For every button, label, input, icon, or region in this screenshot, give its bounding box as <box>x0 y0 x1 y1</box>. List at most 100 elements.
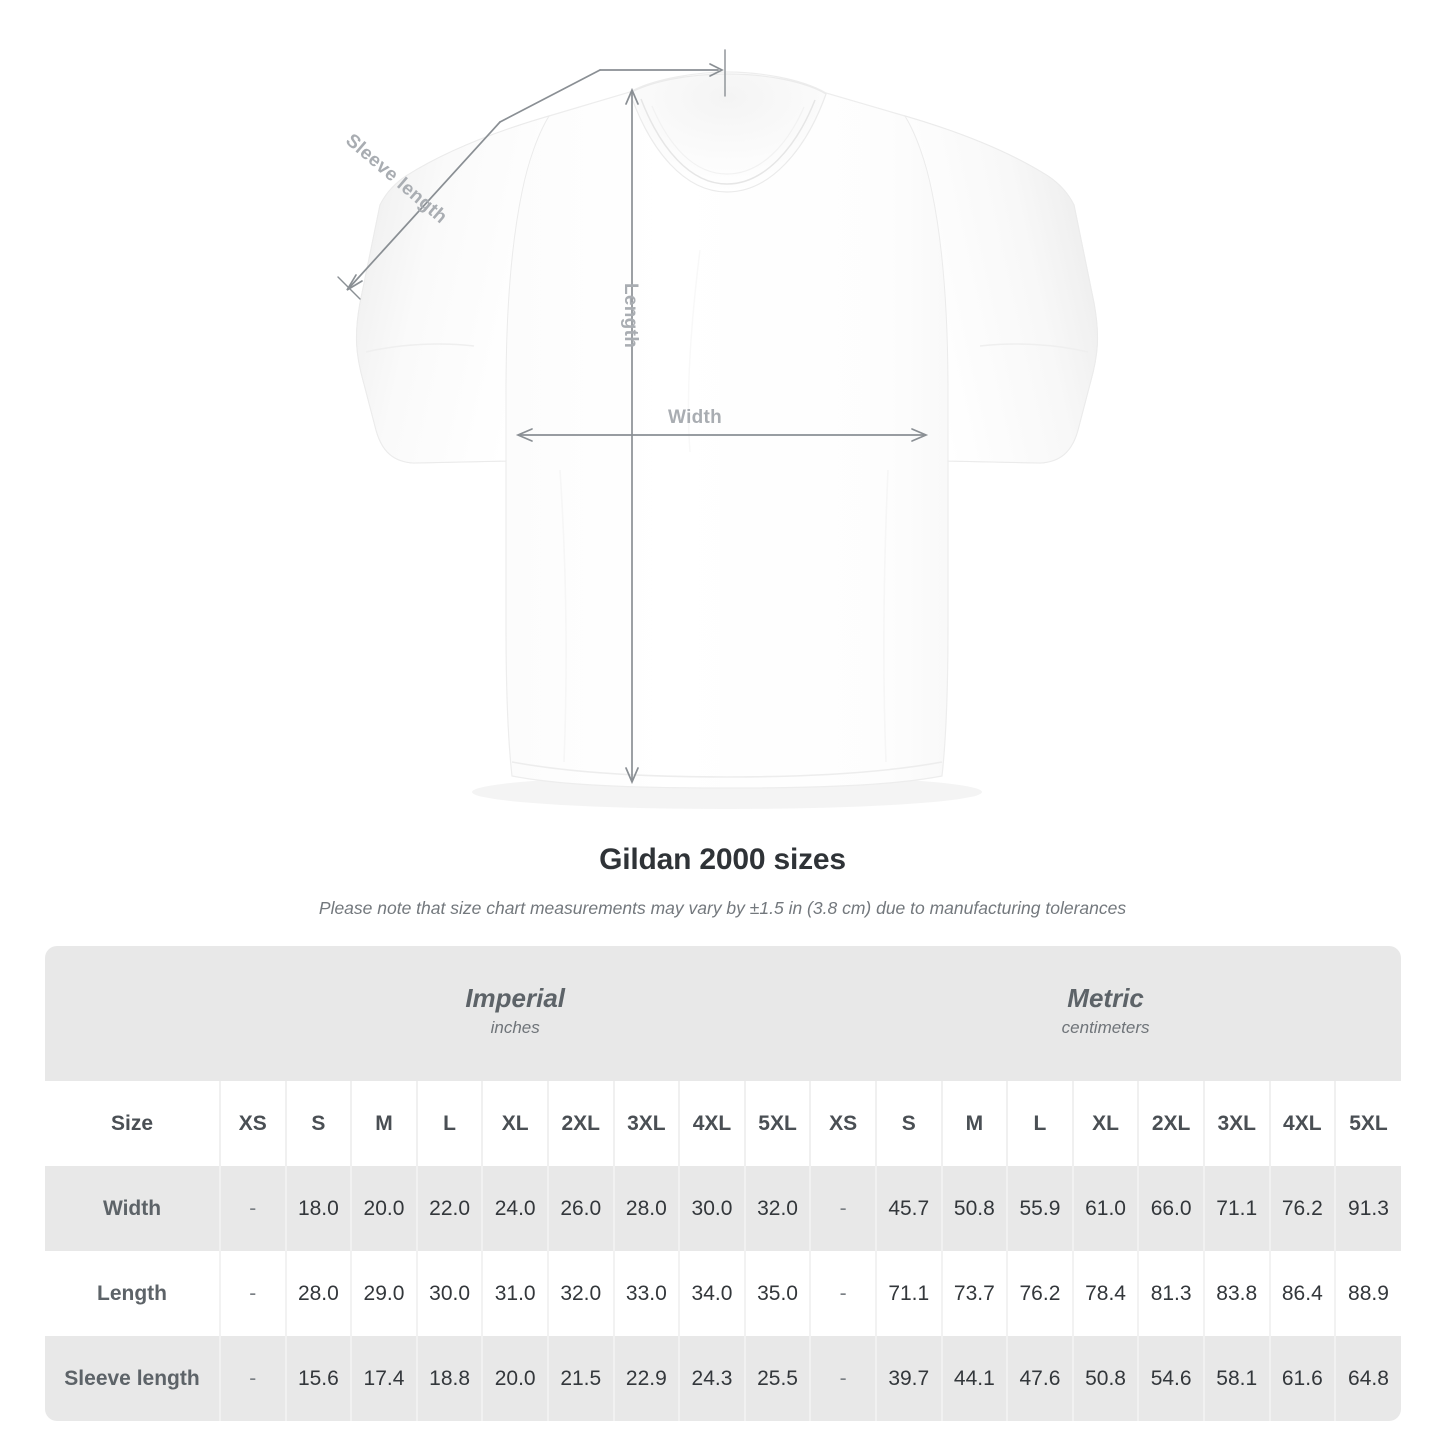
cell-width-imperial-m: 20.0 <box>350 1166 417 1251</box>
unit-header-spacer <box>45 946 220 1081</box>
cell-length-imperial-4xl: 34.0 <box>678 1251 745 1336</box>
cell-sleeve-imperial-xs: - <box>219 1336 286 1421</box>
cell-width-metric-2xl: 66.0 <box>1137 1166 1204 1251</box>
cell-width-imperial-s: 18.0 <box>284 1166 352 1251</box>
size-header-imperial-m: M <box>350 1081 417 1166</box>
cell-width-metric-3xl: 71.1 <box>1202 1166 1270 1251</box>
cell-sleeve-metric-3xl: 58.1 <box>1202 1336 1270 1421</box>
cell-width-metric-l: 55.9 <box>1006 1166 1073 1251</box>
cell-sleeve-metric-l: 47.6 <box>1006 1336 1073 1421</box>
collar-inner-edge <box>640 98 816 185</box>
unit-metric-name: Metric <box>1067 982 1144 1013</box>
sleeve-arrow-head <box>346 274 363 291</box>
size-header-metric-5xl: 5XL <box>1334 1081 1401 1166</box>
size-header-imperial-l: L <box>415 1081 483 1166</box>
size-header-imperial-xl: XL <box>481 1081 548 1166</box>
unit-imperial-sub: inches <box>490 1017 540 1037</box>
shoulder-guide-diagonal <box>499 69 601 123</box>
cell-length-imperial-s: 28.0 <box>284 1251 352 1336</box>
length-label: Length <box>620 283 641 349</box>
cell-length-imperial-3xl: 33.0 <box>612 1251 680 1336</box>
sleeve-arrow-end-tick <box>337 276 361 300</box>
size-header-imperial-s: S <box>284 1081 352 1166</box>
cell-length-imperial-l: 30.0 <box>415 1251 483 1336</box>
tolerance-note: Please note that size chart measurements… <box>318 898 1127 918</box>
size-header-metric-4xl: 4XL <box>1268 1081 1336 1166</box>
size-header-metric-xl: XL <box>1071 1081 1139 1166</box>
sleeve-arrow-line <box>348 121 501 289</box>
cell-sleeve-metric-2xl: 54.6 <box>1137 1336 1204 1421</box>
cell-width-metric-4xl: 76.2 <box>1268 1166 1336 1251</box>
size-header-metric-m: M <box>940 1081 1008 1166</box>
cell-length-metric-xl: 78.4 <box>1071 1251 1139 1336</box>
fold-left <box>559 469 567 763</box>
cell-width-metric-xl: 61.0 <box>1071 1166 1139 1251</box>
page-title: Gildan 2000 sizes <box>599 843 846 876</box>
size-header-metric-2xl: 2XL <box>1137 1081 1204 1166</box>
cell-sleeve-imperial-xl: 20.0 <box>481 1336 548 1421</box>
length-arrow-head-bottom <box>625 767 639 785</box>
size-header-imperial-4xl: 4XL <box>678 1081 745 1166</box>
collar-ribbing <box>651 105 805 175</box>
unit-imperial-name: Imperial <box>465 982 566 1013</box>
size-header-imperial-2xl: 2XL <box>546 1081 614 1166</box>
row-label-sleeve-length: Sleeve length <box>45 1336 220 1421</box>
cell-length-metric-5xl: 88.9 <box>1334 1251 1401 1336</box>
tshirt-diagram: Sleeve length Length Width <box>337 49 1099 809</box>
unit-group-header-row: Imperial inches Metric centimeters <box>45 946 1401 1081</box>
size-header-imperial-xs: XS <box>219 1081 286 1166</box>
cell-length-metric-xs: - <box>809 1251 876 1336</box>
tshirt-illustration <box>337 49 1099 809</box>
cell-length-metric-3xl: 83.8 <box>1202 1251 1270 1336</box>
size-header-row: Size XS S M L XL 2XL 3XL 4XL 5XL XS S M … <box>45 1081 1401 1166</box>
cell-sleeve-metric-xl: 50.8 <box>1071 1336 1139 1421</box>
cell-width-imperial-xl: 24.0 <box>481 1166 548 1251</box>
cell-sleeve-imperial-4xl: 24.3 <box>678 1336 745 1421</box>
cell-sleeve-metric-4xl: 61.6 <box>1268 1336 1336 1421</box>
cell-width-metric-xs: - <box>809 1166 876 1251</box>
cell-sleeve-imperial-l: 18.8 <box>415 1336 483 1421</box>
left-sleeve-hem <box>365 343 475 353</box>
fold-right <box>883 469 889 763</box>
cell-length-imperial-5xl: 35.0 <box>743 1251 811 1336</box>
cell-width-metric-s: 45.7 <box>874 1166 942 1251</box>
cell-length-metric-m: 73.7 <box>940 1251 1008 1336</box>
cell-length-imperial-xs: - <box>219 1251 286 1336</box>
cell-width-imperial-l: 22.0 <box>415 1166 483 1251</box>
width-arrow-head-right <box>911 428 929 442</box>
cell-width-imperial-4xl: 30.0 <box>678 1166 745 1251</box>
size-header-label: Size <box>45 1081 220 1166</box>
width-label: Width <box>668 407 723 428</box>
cell-width-metric-5xl: 91.3 <box>1334 1166 1401 1251</box>
cell-width-metric-m: 50.8 <box>940 1166 1008 1251</box>
size-chart-table: Imperial inches Metric centimeters Size … <box>45 946 1401 1421</box>
size-header-metric-l: L <box>1006 1081 1073 1166</box>
cell-length-metric-l: 76.2 <box>1006 1251 1073 1336</box>
cell-sleeve-metric-m: 44.1 <box>940 1336 1008 1421</box>
cell-width-imperial-2xl: 26.0 <box>546 1166 614 1251</box>
row-label-width: Width <box>45 1166 220 1251</box>
cell-width-imperial-xs: - <box>219 1166 286 1251</box>
width-arrow-head-left <box>515 428 533 442</box>
cell-sleeve-imperial-m: 17.4 <box>350 1336 417 1421</box>
table-row: Length - 28.0 29.0 30.0 31.0 32.0 33.0 3… <box>45 1251 1401 1336</box>
size-header-imperial-3xl: 3XL <box>612 1081 680 1166</box>
cell-sleeve-imperial-5xl: 25.5 <box>743 1336 811 1421</box>
unit-metric-sub: centimeters <box>1061 1017 1150 1037</box>
table-row: Width - 18.0 20.0 22.0 24.0 26.0 28.0 30… <box>45 1166 1401 1251</box>
cell-sleeve-imperial-s: 15.6 <box>284 1336 352 1421</box>
fold-center <box>687 249 701 453</box>
cell-length-metric-2xl: 81.3 <box>1137 1251 1204 1336</box>
cell-length-imperial-2xl: 32.0 <box>546 1251 614 1336</box>
table-row: Sleeve length - 15.6 17.4 18.8 20.0 21.5… <box>45 1336 1401 1421</box>
cell-length-imperial-xl: 31.0 <box>481 1251 548 1336</box>
cell-length-metric-4xl: 86.4 <box>1268 1251 1336 1336</box>
size-header-metric-s: S <box>874 1081 942 1166</box>
unit-group-metric: Metric centimeters <box>810 946 1401 1081</box>
cell-length-imperial-m: 29.0 <box>350 1251 417 1336</box>
shirt-bottom-hem <box>511 761 943 778</box>
cell-sleeve-metric-xs: - <box>809 1336 876 1421</box>
title-block: Gildan 2000 sizes Please note that size … <box>0 840 1445 920</box>
cell-sleeve-imperial-3xl: 22.9 <box>612 1336 680 1421</box>
